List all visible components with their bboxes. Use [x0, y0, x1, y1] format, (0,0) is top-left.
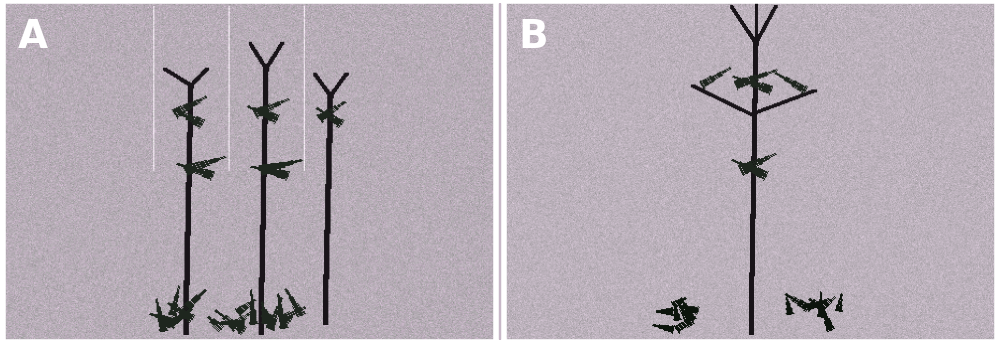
Text: B: B [518, 18, 548, 56]
Text: A: A [18, 18, 48, 56]
